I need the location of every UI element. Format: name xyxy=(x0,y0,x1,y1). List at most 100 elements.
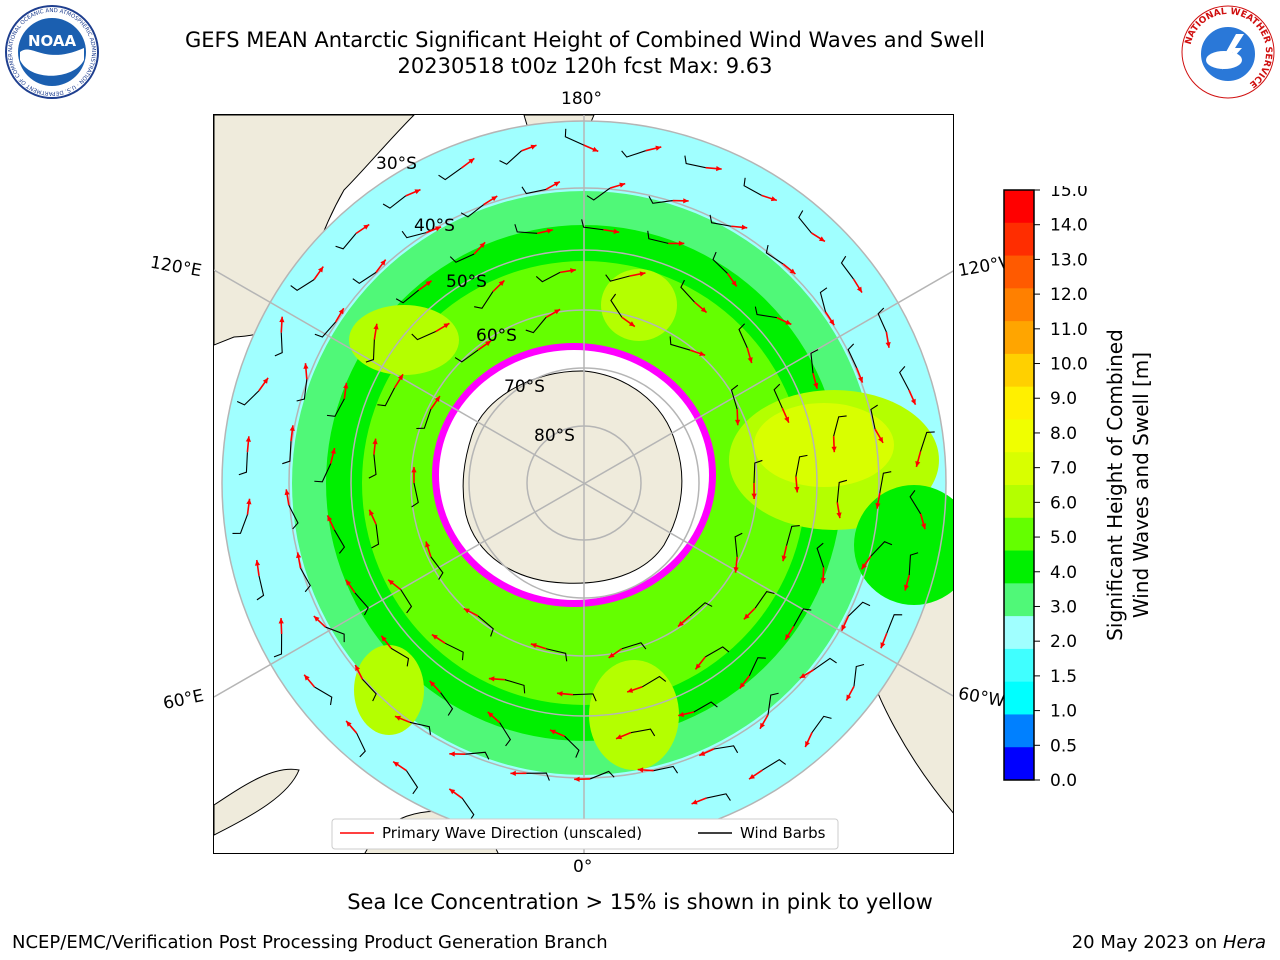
colorbar-tick-label: 8.0 xyxy=(1050,424,1077,444)
wave-direction-arrows xyxy=(232,128,935,822)
land-africa xyxy=(214,768,300,836)
lon-label-180: 180° xyxy=(561,89,602,109)
wave-arrow-head xyxy=(794,486,800,493)
wind-barb xyxy=(572,693,597,702)
colorbar-tick-label: 1.0 xyxy=(1050,702,1077,722)
wave-arrow-head xyxy=(363,224,370,230)
wave-arrow-head xyxy=(491,196,498,202)
wind-barb xyxy=(621,642,647,650)
wave-arrow-head xyxy=(699,750,706,756)
wind-barb xyxy=(642,675,667,688)
wave-arrow-head xyxy=(785,319,792,325)
wind-barb xyxy=(765,244,784,265)
wave-arrow-head xyxy=(799,673,806,679)
wave-arrow-head xyxy=(846,694,852,701)
colorbar-segment xyxy=(1004,386,1034,420)
wind-barb xyxy=(564,128,584,146)
wave-arrow-head xyxy=(683,198,689,204)
wave-arrow-head xyxy=(820,577,826,584)
wave-arrow-head xyxy=(910,398,916,405)
wave-arrow-head xyxy=(784,416,789,423)
wave-arrow-head xyxy=(434,396,440,402)
wind-barb xyxy=(709,214,732,227)
wind-barb xyxy=(236,390,260,406)
wind-barb xyxy=(786,524,800,546)
wind-barb xyxy=(438,167,462,181)
svg-text:50°S: 50°S xyxy=(446,272,487,292)
wind-barb xyxy=(819,287,828,312)
wave-arrow-head xyxy=(813,382,819,389)
wind-barb xyxy=(465,751,490,760)
wave-arrow-head xyxy=(431,634,438,640)
wind-barb xyxy=(754,306,777,319)
colorbar-tick-label: 13.0 xyxy=(1050,250,1088,270)
wave-arrow-head xyxy=(785,634,791,641)
colorbar-segment xyxy=(1004,419,1034,453)
svg-text:80°S: 80°S xyxy=(534,426,575,446)
wave-arrow-head xyxy=(592,146,599,152)
svg-text:30°S: 30°S xyxy=(376,154,417,174)
wave-arrow-head xyxy=(856,286,862,293)
colorbar-tick-label: 2.0 xyxy=(1050,632,1077,652)
wave-arrow-head xyxy=(751,493,757,499)
wave-arrow-head xyxy=(254,560,261,566)
wind-barb xyxy=(314,321,337,338)
wind-barb xyxy=(840,255,854,280)
wave-arrow-head xyxy=(449,788,456,795)
wind-barb xyxy=(356,732,366,758)
colorbar-segment xyxy=(1004,288,1034,322)
wind-barb xyxy=(416,409,432,430)
wind-barb xyxy=(390,647,410,667)
wind-barb xyxy=(525,316,547,334)
wind-barb xyxy=(238,452,248,476)
wave-arrow-head xyxy=(330,448,336,454)
wave-arrow-head xyxy=(616,734,623,740)
wind-barb xyxy=(454,349,479,363)
colorbar-segment xyxy=(1004,485,1034,519)
wave-arrow-head xyxy=(613,228,620,234)
wind-barb xyxy=(705,646,730,658)
wind-barb xyxy=(734,532,743,557)
wave-arrow-head xyxy=(678,240,685,247)
wave-arrow-head xyxy=(861,563,867,570)
wind-barb xyxy=(499,150,522,165)
wave-arrow-head xyxy=(639,271,646,277)
wind-barb xyxy=(335,233,357,250)
noaa-logo-text: NOAA xyxy=(28,32,77,50)
wind-barb xyxy=(256,575,265,601)
wave-arrow-head xyxy=(429,680,436,687)
wind-barb xyxy=(504,679,526,694)
wind-barb xyxy=(581,219,604,231)
wave-arrow-head xyxy=(700,306,707,313)
wind-barb xyxy=(314,686,333,706)
wave-arrow-head xyxy=(381,635,387,642)
map-title: GEFS MEAN Antarctic Significant Height o… xyxy=(184,28,986,52)
wave-arrow-head xyxy=(878,436,884,443)
wind-barb xyxy=(610,293,623,318)
wave-arrow-head xyxy=(510,770,516,776)
wave-arrow-head xyxy=(903,584,909,591)
colorbar-tick-label: 12.0 xyxy=(1050,285,1088,305)
colorbar-segment xyxy=(1004,681,1034,715)
colorbar-tick-label: 0.5 xyxy=(1050,736,1077,756)
wind-barb xyxy=(564,735,580,758)
wind-barb xyxy=(382,195,407,209)
wind-barb xyxy=(813,657,837,671)
colorbar-segment xyxy=(1004,583,1034,617)
sea-ice-note: Sea Ice Concentration > 15% is shown in … xyxy=(347,890,933,914)
wave-arrow-head xyxy=(655,145,662,151)
wave-arrow-head xyxy=(831,446,837,453)
wind-barb xyxy=(445,642,464,661)
wave-arrow-head xyxy=(747,357,753,364)
wave-arrow-head xyxy=(885,341,891,348)
wave-arrow-head xyxy=(372,438,378,445)
wave-arrow-head xyxy=(770,196,777,202)
colorbar-segment xyxy=(1004,321,1034,355)
wave-arrow-head xyxy=(303,363,309,369)
wave-arrow-head xyxy=(553,181,560,187)
wave-arrow-head xyxy=(875,502,881,509)
wave-arrow-head xyxy=(759,722,765,729)
wave-arrow-head xyxy=(836,512,842,519)
wind-barb xyxy=(847,343,858,368)
wind-barb xyxy=(354,592,369,616)
